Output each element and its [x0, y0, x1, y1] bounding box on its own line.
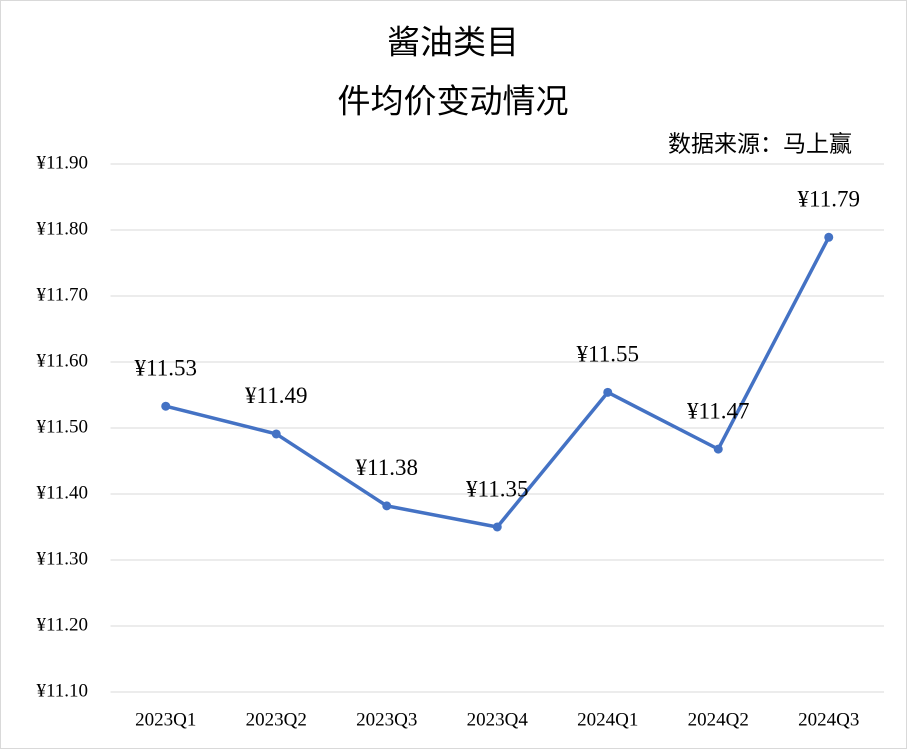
x-tick-label: 2023Q2 — [246, 709, 307, 730]
y-tick-label: ¥11.80 — [36, 218, 88, 239]
data-label: ¥11.53 — [135, 356, 197, 381]
data-point — [271, 429, 281, 439]
chart-title: 酱油类目 — [387, 25, 519, 62]
x-tick-label: 2024Q3 — [798, 709, 859, 730]
data-point — [382, 501, 392, 511]
y-tick-label: ¥11.70 — [36, 284, 88, 305]
data-label: ¥11.55 — [577, 342, 639, 367]
x-tick-label: 2024Q1 — [577, 709, 638, 730]
y-tick-label: ¥11.50 — [36, 416, 88, 437]
y-tick-label: ¥11.90 — [36, 152, 88, 173]
data-label: ¥11.35 — [466, 476, 528, 501]
x-tick-label: 2023Q3 — [356, 709, 417, 730]
data-label: ¥11.47 — [687, 398, 749, 423]
data-point — [603, 387, 613, 397]
y-tick-label: ¥11.40 — [36, 482, 88, 503]
data-point — [713, 444, 723, 454]
data-point — [161, 401, 171, 411]
data-point — [824, 232, 834, 242]
source-note: 数据来源：马上赢 — [668, 131, 852, 156]
data-label: ¥11.49 — [245, 383, 307, 408]
y-tick-label: ¥11.60 — [36, 350, 88, 371]
x-tick-label: 2023Q1 — [135, 709, 196, 730]
y-tick-label: ¥11.20 — [36, 614, 88, 635]
x-tick-label: 2024Q2 — [688, 709, 749, 730]
y-tick-label: ¥11.30 — [36, 548, 88, 569]
chart-title: 件均价变动情况 — [338, 84, 569, 121]
data-label: ¥11.79 — [798, 187, 860, 212]
y-tick-label: ¥11.10 — [36, 680, 88, 701]
x-tick-label: 2023Q4 — [467, 709, 529, 730]
data-point — [492, 522, 502, 532]
data-label: ¥11.38 — [356, 455, 418, 480]
